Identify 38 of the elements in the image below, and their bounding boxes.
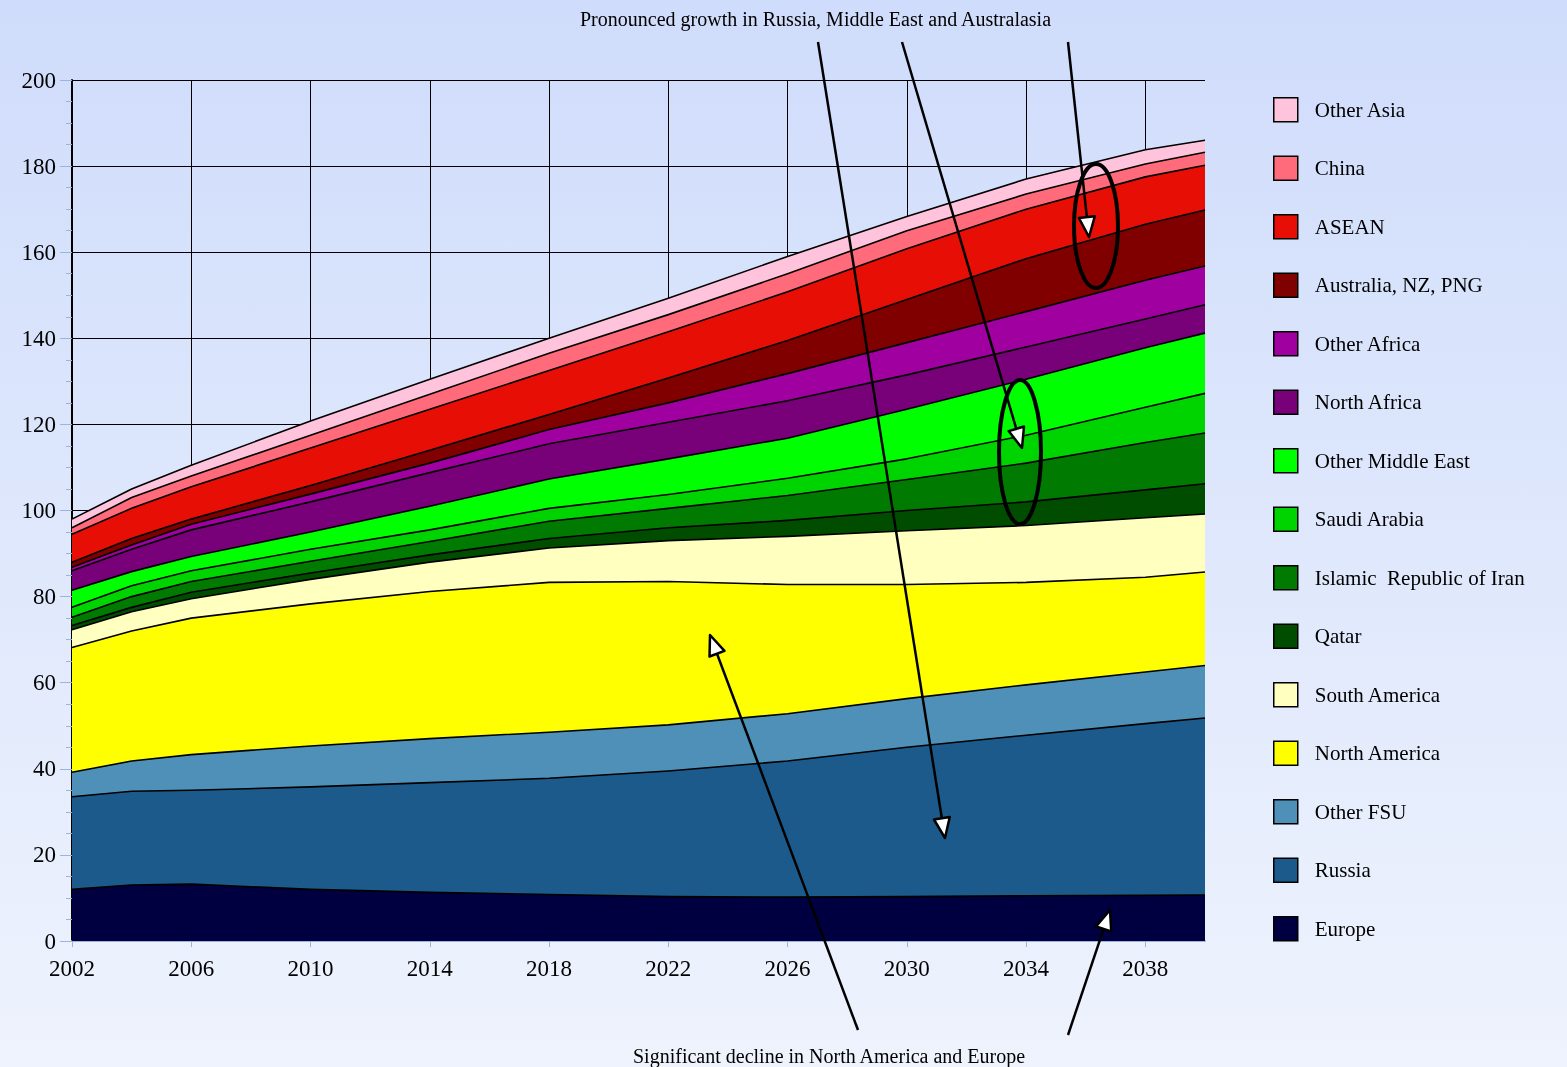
- y-tick-label: 60: [33, 670, 56, 696]
- y-tick-label: 140: [21, 325, 56, 351]
- legend-label: South America: [1314, 682, 1441, 707]
- legend-label: North America: [1314, 741, 1441, 766]
- x-tick-label: 2034: [1003, 956, 1050, 981]
- x-tick-label: 2038: [1122, 956, 1169, 981]
- text: Pronounced growth in Russia, Middle East and Australasia: [580, 8, 1052, 31]
- legend-label: Other Middle East: [1314, 448, 1471, 473]
- legend-label: Saudi Arabia: [1314, 507, 1425, 532]
- x-tick-label: 2002: [49, 956, 95, 981]
- y-tick-label: 40: [33, 756, 56, 782]
- legend-label: North Africa: [1314, 390, 1423, 415]
- x-tick-label: 2018: [526, 956, 573, 981]
- legend-label: Qatar: [1314, 624, 1362, 649]
- y-tick-label: 100: [21, 498, 56, 523]
- x-tick-label: 2006: [168, 956, 215, 981]
- y-tick-label: 0: [44, 928, 56, 954]
- x-tick-label: 2014: [406, 956, 454, 981]
- legend-label: ASEAN: [1314, 214, 1385, 239]
- legend-label: Russia: [1314, 858, 1372, 883]
- legend-label: Islamic Republic of Iran: [1314, 565, 1526, 590]
- legend-label: Other FSU: [1314, 799, 1407, 824]
- legend-label: Europe: [1314, 916, 1376, 941]
- legend-label: China: [1314, 156, 1366, 181]
- legend-label: Australia, NZ, PNG: [1314, 273, 1483, 298]
- y-tick-label: 20: [33, 842, 56, 868]
- y-tick-label: 80: [33, 584, 56, 610]
- y-tick-label: 200: [21, 67, 56, 93]
- x-tick-label: 2030: [883, 956, 930, 981]
- legend-label: Other Asia: [1314, 97, 1406, 122]
- x-tick-label: 2026: [764, 956, 811, 981]
- x-tick-label: 2010: [287, 956, 334, 981]
- text: Significant decline in North America and Europe: [633, 1045, 1026, 1067]
- legend-label: Other Africa: [1314, 331, 1421, 356]
- y-tick-label: 120: [21, 411, 56, 437]
- y-tick-label: 160: [21, 239, 56, 265]
- x-tick-label: 2022: [645, 956, 692, 981]
- y-tick-label: 180: [21, 153, 56, 179]
